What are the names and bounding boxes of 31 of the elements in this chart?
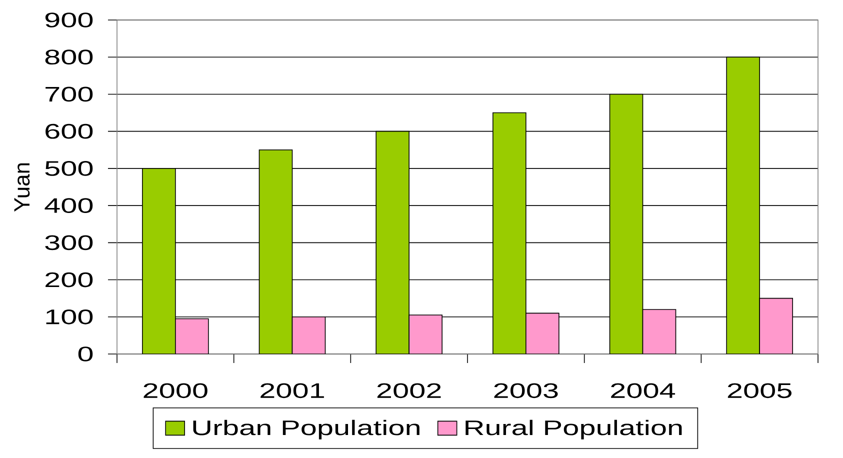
y-tick-label: 200 <box>46 272 93 288</box>
bar <box>292 316 326 354</box>
y-tick-label: 900 <box>45 12 93 28</box>
y-axis-title: Yuan <box>14 163 30 212</box>
legend-label: Rural Population <box>466 420 682 440</box>
y-tick-label: 700 <box>46 86 93 102</box>
bar <box>726 56 760 354</box>
x-tick-label: 2004 <box>611 383 676 398</box>
bar <box>759 298 793 354</box>
y-tick-label: 500 <box>45 161 93 176</box>
legend-label: Urban Population <box>193 420 420 440</box>
y-tick-label: 800 <box>45 50 93 65</box>
x-tick-label: 2001 <box>260 383 324 398</box>
y-tick-label: 0 <box>78 346 93 362</box>
bar <box>609 94 644 354</box>
bar <box>526 312 560 354</box>
x-tick-label: 2003 <box>494 383 558 398</box>
bar <box>258 149 293 354</box>
x-tick-label: 2005 <box>728 383 792 398</box>
y-tick-label: 600 <box>46 124 93 139</box>
bar <box>642 309 676 354</box>
x-tick-label: 2002 <box>377 383 441 398</box>
bar <box>142 168 176 354</box>
y-tick-label: 100 <box>46 309 93 324</box>
bar <box>408 314 442 354</box>
bar <box>376 130 410 354</box>
x-tick-label: 2000 <box>144 383 208 398</box>
y-tick-label: 300 <box>45 235 93 250</box>
bar <box>492 112 526 354</box>
bar <box>175 318 209 354</box>
y-tick-label: 400 <box>44 198 93 213</box>
